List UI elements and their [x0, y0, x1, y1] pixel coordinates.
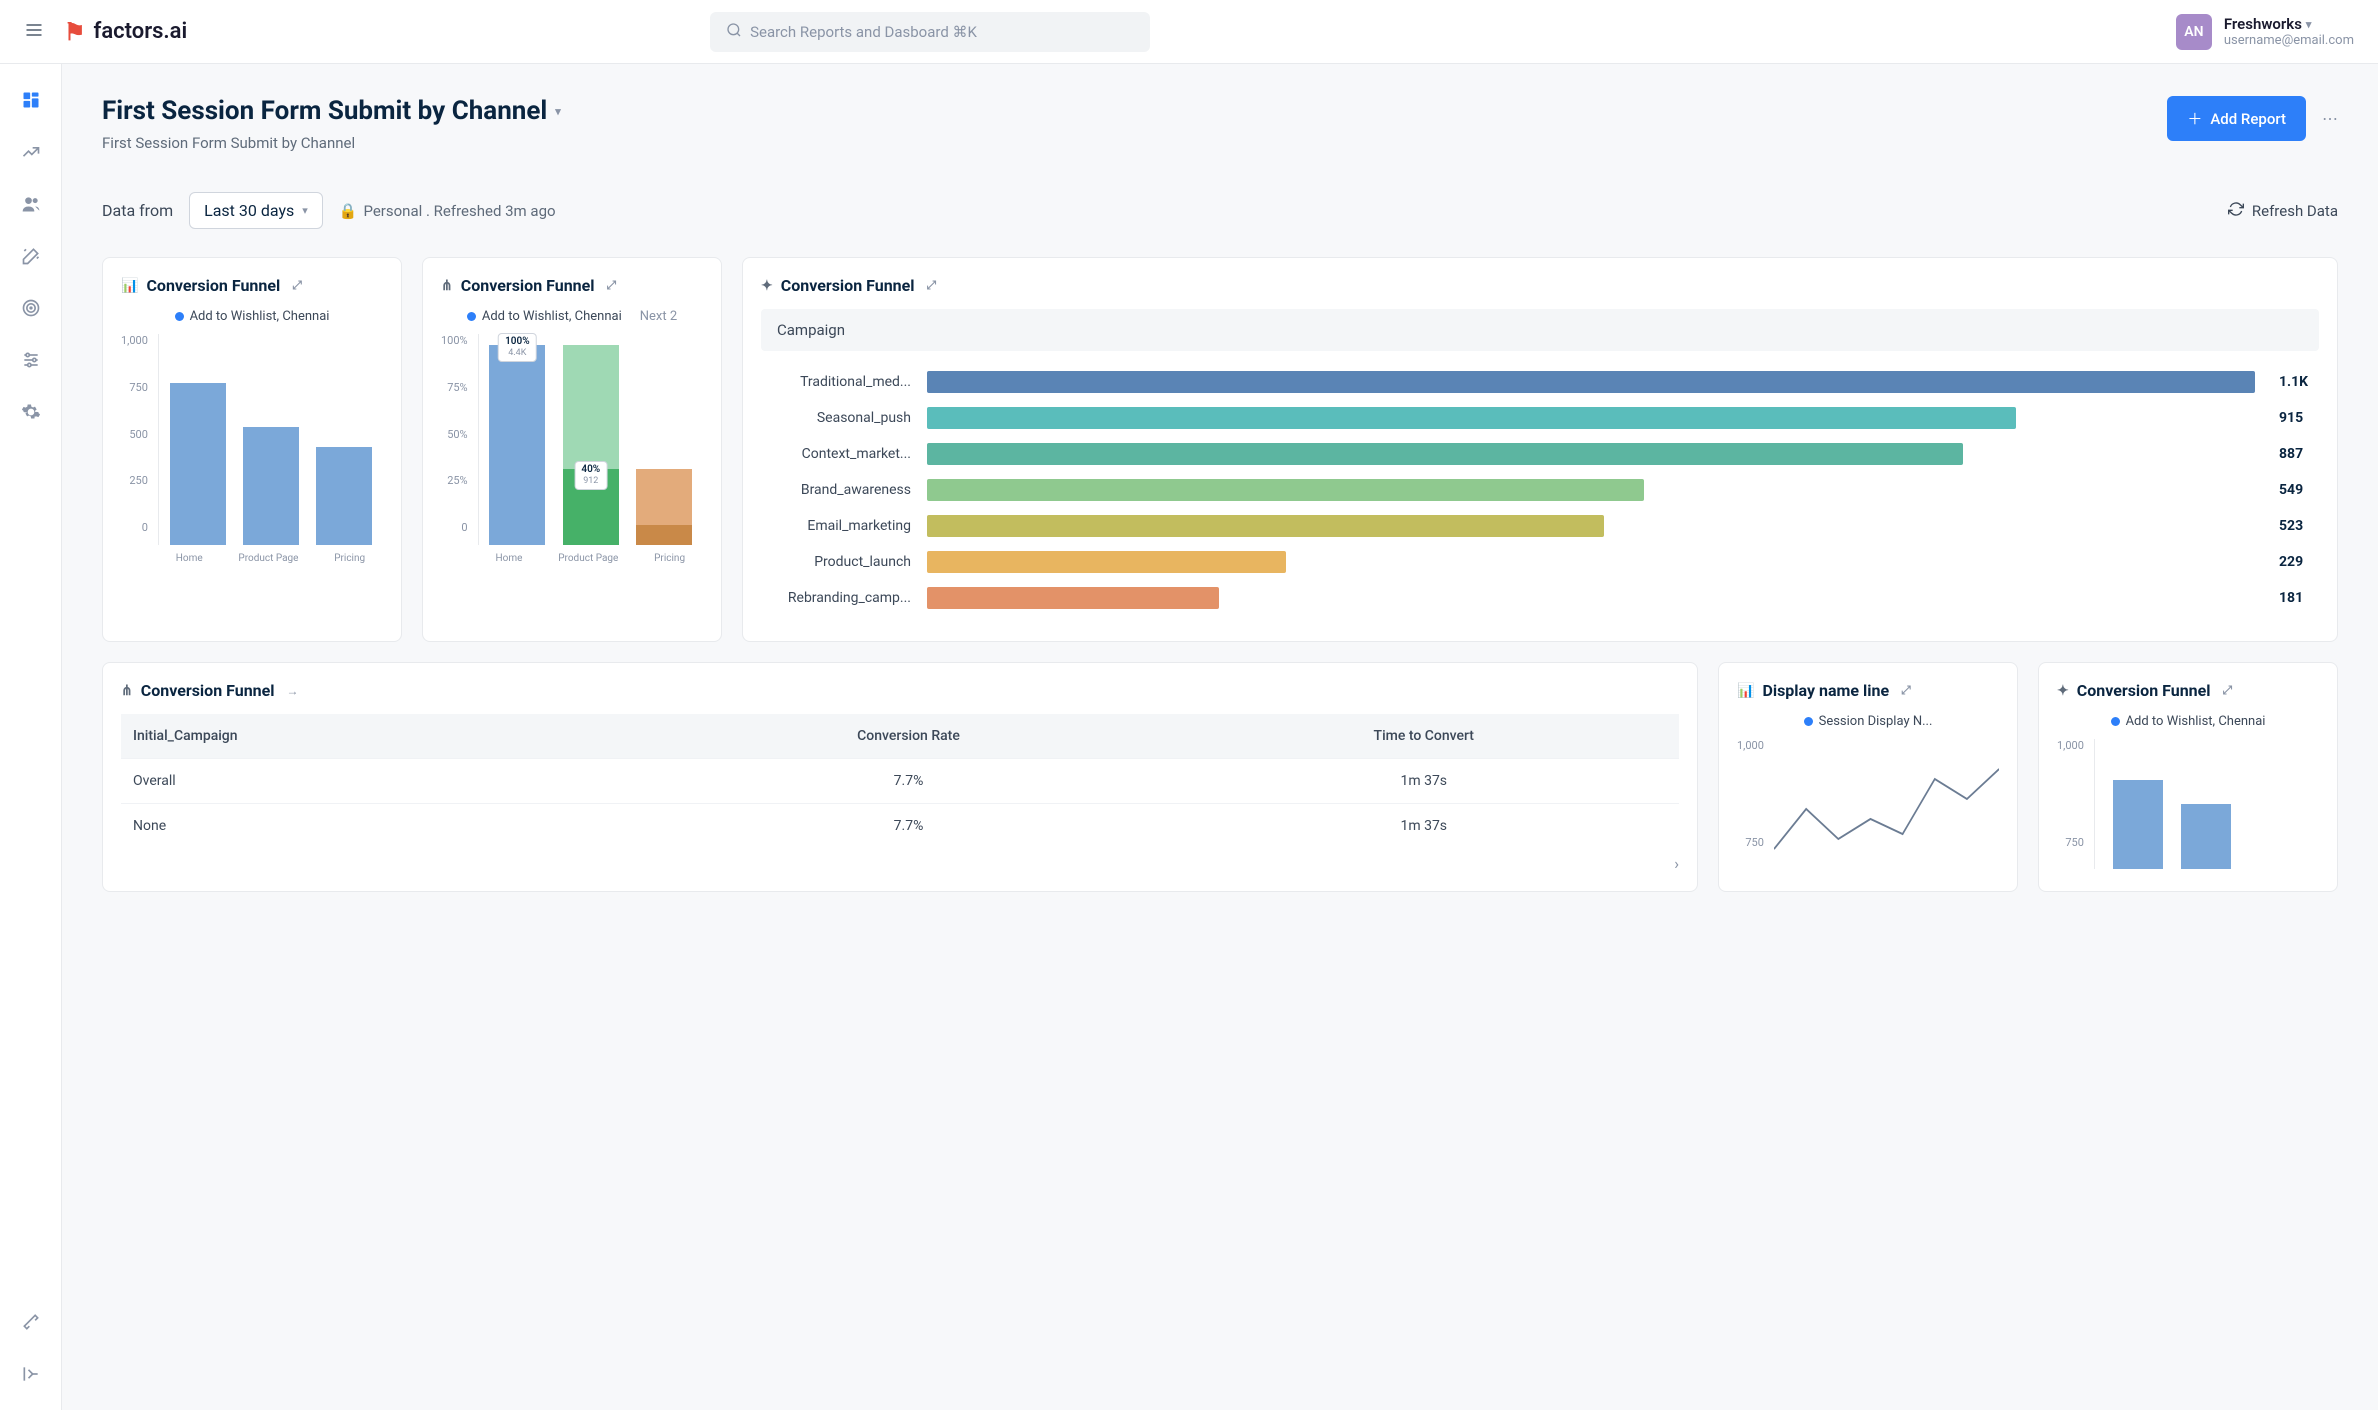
bar[interactable] — [243, 427, 299, 545]
search-input[interactable]: Search Reports and Dasboard ⌘K — [710, 12, 1150, 52]
more-icon[interactable]: ⋯ — [2322, 109, 2338, 128]
legend-dot — [2111, 717, 2120, 726]
card-funnel-6: ✦Conversion Funnel⤢ Add to Wishlist, Che… — [2038, 662, 2338, 892]
bar-chart: 1,000750 — [2057, 739, 2319, 869]
page-subtitle: First Session Form Submit by Channel — [102, 134, 561, 152]
legend-dot — [1804, 717, 1813, 726]
legend-dot — [175, 312, 184, 321]
data-from-label: Data from — [102, 201, 173, 220]
hbar-row[interactable]: Seasonal_push915 — [761, 407, 2319, 429]
bar[interactable] — [2181, 804, 2231, 869]
caret-down-icon: ▾ — [2306, 18, 2312, 31]
expand-icon[interactable]: ⤢ — [2223, 683, 2233, 698]
hbar-list: Traditional_med...1.1K Seasonal_push915 Co… — [761, 371, 2319, 609]
hbar-row[interactable]: Product_launch229 — [761, 551, 2319, 573]
page-title: First Session Form Submit by Channel — [102, 96, 547, 126]
avatar: AN — [2176, 14, 2212, 50]
table-next-icon[interactable]: › — [1674, 854, 1679, 873]
bar[interactable]: 40%912 — [563, 345, 619, 545]
user-email: username@email.com — [2224, 33, 2354, 48]
expand-icon[interactable]: ⤢ — [1901, 683, 1911, 698]
table-header: Conversion Rate — [649, 714, 1169, 759]
table-header: Time to Convert — [1169, 714, 1680, 759]
sidebar-dashboard-icon[interactable] — [19, 88, 43, 112]
logo-text: factors.ai — [94, 19, 188, 44]
search-icon — [726, 22, 742, 42]
bar[interactable]: 100%4.4K — [489, 345, 545, 545]
refresh-meta: Personal . Refreshed 3m ago — [363, 202, 555, 220]
logo-mark-icon: ⚑ — [64, 18, 86, 46]
hbar-row[interactable]: Email_marketing523 — [761, 515, 2319, 537]
chart-icon: 📊 — [121, 278, 138, 294]
expand-icon[interactable]: ⤢ — [607, 278, 617, 293]
card-funnel-table: ⋔Conversion Funnel→ Initial_CampaignConv… — [102, 662, 1698, 892]
user-name: Freshworks — [2224, 15, 2302, 33]
sidebar-collapse-icon[interactable] — [19, 1362, 43, 1386]
sidebar-sliders-icon[interactable] — [19, 348, 43, 372]
search-placeholder: Search Reports and Dasboard ⌘K — [750, 23, 977, 41]
add-report-label: Add Report — [2210, 110, 2286, 128]
plus-icon: ＋ — [2187, 108, 2202, 129]
funnel-icon: ⋔ — [441, 278, 453, 294]
expand-icon[interactable]: ⤢ — [927, 278, 937, 293]
card-funnel-2: ⋔Conversion Funnel⤢ Add to Wishlist, Che… — [422, 257, 722, 642]
sidebar-tools-icon[interactable] — [19, 1310, 43, 1334]
refresh-button[interactable]: Refresh Data — [2228, 201, 2338, 221]
sparkle-icon: ✦ — [761, 278, 773, 294]
bar-chart: 1,0007505002500 HomeProduct PagePricing — [121, 334, 383, 564]
add-report-button[interactable]: ＋ Add Report — [2167, 96, 2306, 141]
chart-icon: 📊 — [1737, 683, 1754, 699]
sidebar-target-icon[interactable] — [19, 296, 43, 320]
caret-down-icon: ▾ — [302, 204, 308, 217]
arrow-right-icon[interactable]: → — [287, 684, 299, 698]
legend-next[interactable]: Next 2 — [640, 309, 677, 324]
table-row[interactable]: Overall7.7%1m 37s — [121, 759, 1679, 804]
sidebar-magic-icon[interactable] — [19, 244, 43, 268]
lock-icon: 🔒 — [339, 202, 358, 220]
expand-icon[interactable]: ⤢ — [292, 278, 302, 293]
table-header: Initial_Campaign — [121, 714, 649, 759]
hbar-row[interactable]: Brand_awareness549 — [761, 479, 2319, 501]
bar[interactable] — [316, 447, 372, 545]
main-content: First Session Form Submit by Channel ▾ F… — [62, 64, 2378, 1410]
title-dropdown-icon[interactable]: ▾ — [555, 105, 561, 118]
funnel-icon: ⋔ — [121, 683, 133, 699]
table-row[interactable]: None7.7%1m 37s — [121, 804, 1679, 849]
date-range-select[interactable]: Last 30 days ▾ — [189, 192, 323, 229]
menu-icon[interactable] — [24, 20, 44, 44]
hbar-row[interactable]: Rebranding_camp...181 — [761, 587, 2319, 609]
card-funnel-3: ✦Conversion Funnel⤢ Campaign Traditional… — [742, 257, 2338, 642]
user-menu[interactable]: AN Freshworks ▾ username@email.com — [2176, 14, 2354, 50]
stacked-bar-chart: 100%75%50%25%0 100%4.4K40%91210%406 Home… — [441, 334, 703, 564]
card-display-line: 📊Display name line⤢ Session Display N...… — [1718, 662, 2018, 892]
hbar-row[interactable]: Traditional_med...1.1K — [761, 371, 2319, 393]
sidebar — [0, 64, 62, 1410]
bar[interactable] — [170, 383, 226, 545]
hbar-header: Campaign — [761, 309, 2319, 351]
sidebar-analytics-icon[interactable] — [19, 140, 43, 164]
refresh-label: Refresh Data — [2252, 202, 2338, 220]
legend-dot — [467, 312, 476, 321]
logo[interactable]: ⚑ factors.ai — [64, 18, 187, 46]
card-funnel-1: 📊Conversion Funnel⤢ Add to Wishlist, Che… — [102, 257, 402, 642]
bar[interactable]: 10%406 — [636, 469, 692, 545]
hbar-row[interactable]: Context_market...887 — [761, 443, 2319, 465]
conversion-table: Initial_CampaignConversion RateTime to C… — [121, 714, 1679, 848]
line-chart: 1,000750 — [1737, 739, 1999, 869]
sparkle-icon: ✦ — [2057, 683, 2069, 699]
topbar: ⚑ factors.ai Search Reports and Dasboard… — [0, 0, 2378, 64]
refresh-icon — [2228, 201, 2244, 221]
bar[interactable] — [2113, 780, 2163, 869]
sidebar-people-icon[interactable] — [19, 192, 43, 216]
sidebar-settings-icon[interactable] — [19, 400, 43, 424]
